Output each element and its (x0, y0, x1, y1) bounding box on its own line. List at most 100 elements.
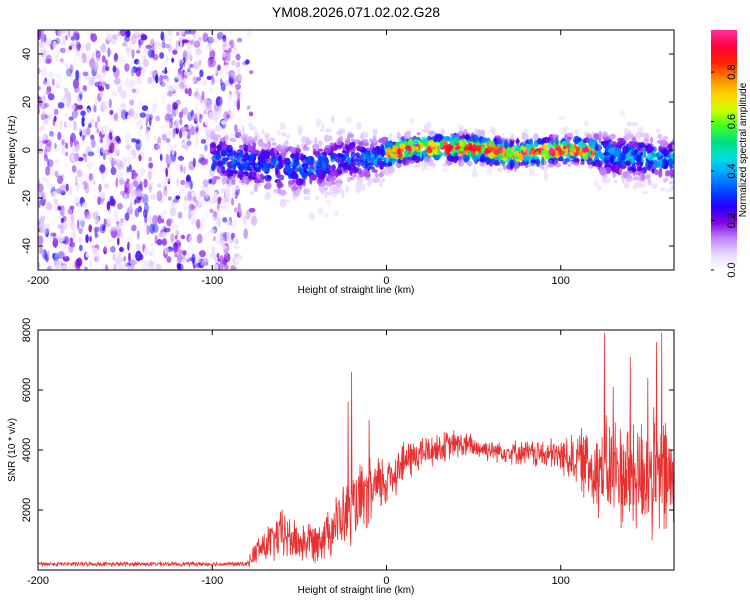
heatmap-cell (174, 71, 181, 80)
heatmap-cell (541, 139, 544, 146)
heatmap-cell (144, 259, 149, 269)
heatmap-cell (315, 118, 322, 127)
heatmap-cell (122, 261, 129, 270)
heatmap-cell (262, 153, 270, 162)
heatmap-cell (178, 129, 183, 139)
heatmap-cell (57, 251, 65, 260)
heatmap-cell (264, 193, 271, 201)
heatmap-cell (94, 97, 99, 107)
heatmap-cell (47, 113, 52, 121)
heatmap-cell (65, 151, 69, 157)
heatmap-cell (379, 164, 384, 170)
heatmap-cell (246, 30, 252, 38)
heatmap-cell (143, 222, 150, 227)
colorbar-tick-label: 0.8 (726, 64, 738, 79)
heatmap-cell (149, 117, 152, 127)
heatmap-cell (223, 252, 231, 263)
heatmap-cell (38, 136, 42, 143)
heatmap-cell (51, 169, 59, 176)
heatmap-cell (442, 138, 446, 147)
heatmap-cell (187, 203, 193, 212)
heatmap-cell (236, 66, 241, 74)
heatmap-cell (189, 234, 193, 244)
heatmap-cell (70, 237, 73, 243)
heatmap-cell (38, 184, 44, 194)
heatmap-cell (164, 120, 172, 129)
heatmap-cell (84, 266, 88, 270)
heatmap-cell (350, 138, 355, 142)
heatmap-cell (397, 148, 402, 154)
heatmap-cell (126, 183, 133, 189)
heatmap-cell (186, 72, 191, 77)
heatmap-cell (357, 177, 363, 187)
heatmap-cell (665, 188, 673, 192)
heatmap-cell (59, 40, 64, 47)
heatmap-cell (52, 131, 56, 138)
heatmap-cell (659, 187, 667, 192)
heatmap-cell (376, 158, 383, 166)
heatmap-cell (141, 67, 146, 77)
heatmap-cell (291, 155, 298, 163)
heatmap-cell (59, 48, 62, 53)
heatmap-cell (99, 164, 106, 173)
heatmap-cell (191, 253, 196, 264)
heatmap-cell (175, 74, 182, 80)
heatmap-cell (160, 42, 164, 51)
heatmap-cell (92, 180, 96, 185)
heatmap-cell (209, 228, 216, 234)
heatmap-cell (77, 104, 83, 110)
heatmap-cell (174, 234, 178, 240)
heatmap-cell (167, 196, 172, 201)
heatmap-cell (216, 159, 223, 167)
heatmap-cell (207, 36, 214, 44)
heatmap-cell (99, 191, 106, 199)
heatmap-cell (223, 204, 230, 211)
heatmap-cell (119, 171, 124, 177)
heatmap-cell (305, 188, 311, 196)
heatmap-cell (658, 169, 663, 178)
heatmap-cell (175, 40, 180, 49)
heatmap-cell (74, 152, 80, 162)
heatmap-cell (165, 167, 168, 178)
heatmap-cell (172, 102, 178, 110)
heatmap-cell (180, 234, 186, 240)
heatmap-cell (115, 256, 122, 265)
heatmap-cell (116, 220, 120, 227)
heatmap-cell (39, 126, 42, 133)
heatmap-cell (120, 218, 125, 223)
heatmap-cell (642, 190, 648, 195)
heatmap-cell (237, 170, 244, 179)
heatmap-cell (69, 186, 73, 197)
heatmap-cell (243, 215, 247, 225)
heatmap-cell (442, 162, 449, 167)
snr-x-label: Height of straight line (km) (298, 585, 415, 596)
heatmap-cell (166, 143, 173, 154)
heatmap-cell (108, 98, 112, 108)
heatmap-cell (42, 41, 49, 47)
heatmap-cell (166, 218, 172, 227)
heatmap-cell (57, 30, 63, 37)
heatmap-cell (231, 60, 236, 66)
heatmap-cell (195, 47, 202, 56)
heatmap-cell (55, 188, 63, 195)
heatmap-cell (227, 30, 233, 34)
heatmap-cell (82, 202, 88, 209)
heatmap-cell (90, 134, 95, 140)
heatmap-cell (79, 244, 83, 252)
heatmap-cell (59, 58, 64, 63)
heatmap-cell (209, 86, 213, 93)
heatmap-x-tick-label: 100 (552, 275, 570, 287)
heatmap-cell (231, 198, 235, 203)
heatmap-cell (244, 141, 251, 145)
heatmap-cell (164, 245, 169, 255)
heatmap-cell (62, 255, 70, 262)
heatmap-cell (211, 246, 215, 254)
heatmap-cell (169, 248, 172, 256)
heatmap-cell (197, 208, 202, 216)
heatmap-cell (215, 134, 221, 138)
heatmap-cell (318, 186, 326, 193)
heatmap-cell (185, 174, 191, 184)
heatmap-cell (43, 118, 48, 125)
heatmap-cell (564, 157, 570, 162)
heatmap-cell (283, 199, 290, 203)
